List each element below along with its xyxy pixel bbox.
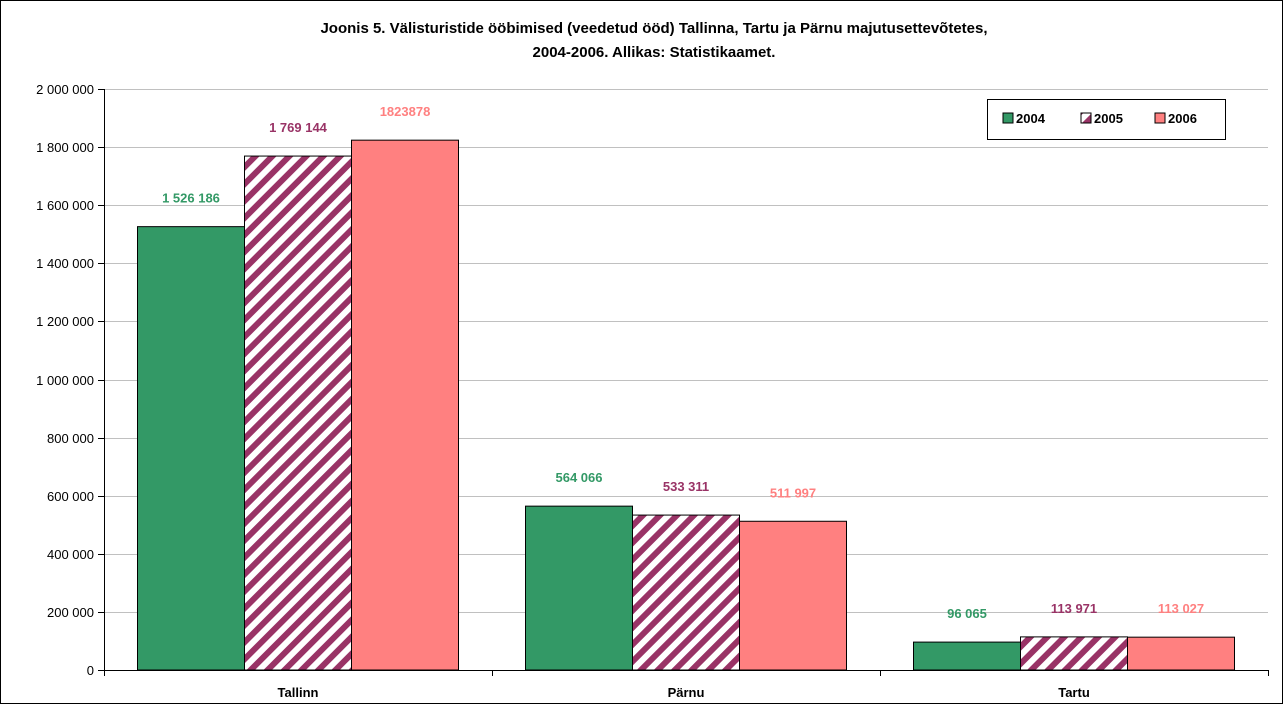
bar-2006-pärnu — [739, 520, 847, 671]
bar-2006-tartu — [1127, 636, 1235, 671]
y-tick-label: 1 000 000 — [36, 373, 94, 388]
bar-2006-tallinn — [351, 139, 459, 671]
y-tick-label: 600 000 — [47, 489, 94, 504]
y-tick-label: 0 — [87, 663, 94, 678]
y-tick-label: 2 000 000 — [36, 82, 94, 97]
y-tick-label: 1 200 000 — [36, 314, 94, 329]
y-tick-label: 200 000 — [47, 605, 94, 620]
legend-label: 2005 — [1094, 111, 1123, 126]
legend-box — [987, 99, 1226, 140]
data-label: 533 311 — [663, 479, 709, 494]
data-label: 1 769 144 — [269, 120, 328, 135]
bar-2004-pärnu — [525, 505, 633, 671]
legend: 2004 2005 2006 — [987, 99, 1226, 140]
chart-title-line-2: 2004-2006. Allikas: Statistikaamet. — [533, 44, 776, 61]
data-label: 511 997 — [770, 485, 816, 500]
bar-2005-tallinn — [244, 155, 352, 671]
y-tick-label: 800 000 — [47, 431, 94, 446]
legend-swatch-2006 — [1154, 112, 1166, 124]
bars — [137, 139, 1235, 671]
data-label: 1 526 186 — [162, 191, 220, 206]
chart-title-line-1: Joonis 5. Välisturistide ööbimised (veed… — [320, 20, 987, 37]
x-category-label: Tartu — [1058, 685, 1090, 700]
axes: 0 200 000 400 000 600 000 800 000 1 000 000 1 … — [36, 82, 1269, 700]
bar-2005-pärnu — [632, 514, 740, 671]
bar-2004-tartu — [913, 641, 1021, 671]
data-label: 113 027 — [1158, 601, 1204, 616]
bar-2005-tartu — [1020, 636, 1128, 671]
legend-swatch-2004 — [1002, 112, 1014, 124]
legend-swatch-2005 — [1080, 112, 1092, 124]
bar-2004-tallinn — [137, 226, 245, 671]
x-category-label: Pärnu — [668, 685, 705, 700]
y-tick-label: 400 000 — [47, 547, 94, 562]
data-label: 1823878 — [380, 104, 431, 119]
y-tick-label: 1 600 000 — [36, 198, 94, 213]
data-label: 113 971 — [1051, 601, 1097, 616]
y-tick-label: 1 400 000 — [36, 256, 94, 271]
legend-label: 2004 — [1016, 111, 1046, 126]
data-label: 564 066 — [556, 470, 603, 485]
y-tick-label: 1 800 000 — [36, 140, 94, 155]
legend-label: 2006 — [1168, 111, 1197, 126]
data-labels: 1 526 186 1 769 144 1823878 564 066 533 311 5… — [162, 104, 1204, 621]
data-label: 96 065 — [947, 606, 987, 621]
x-category-label: Tallinn — [278, 685, 319, 700]
